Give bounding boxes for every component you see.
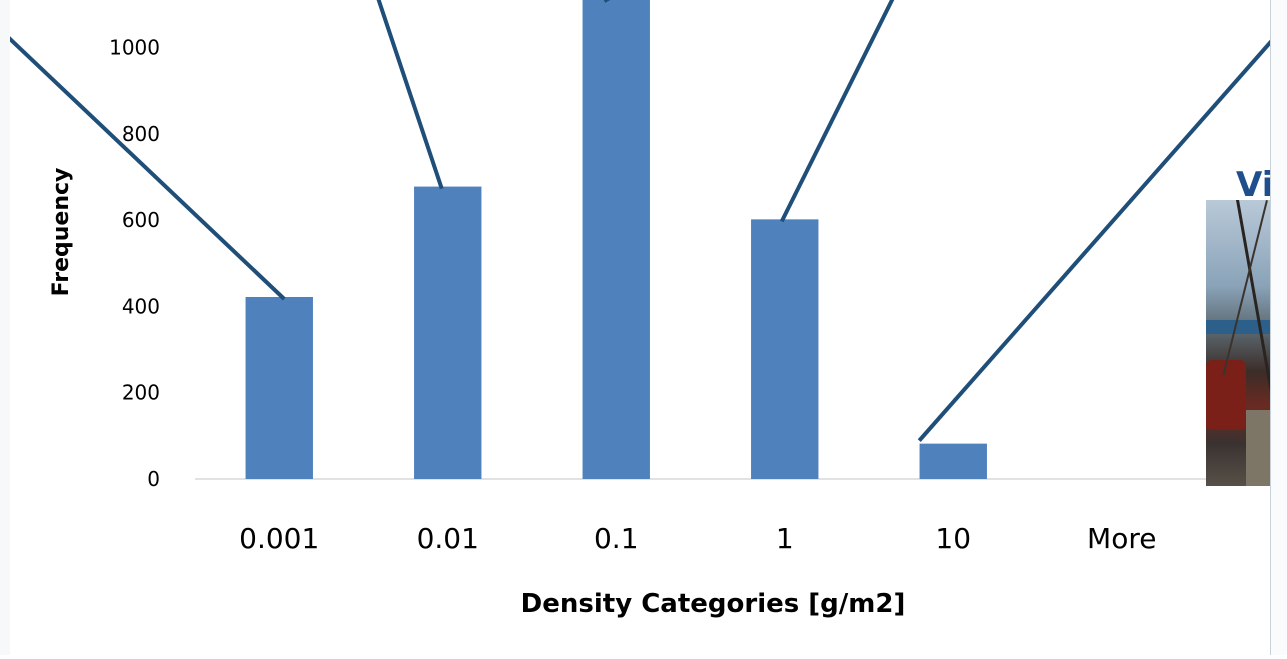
callout-line — [376, 0, 444, 190]
y-tick-labels: 0 200 400 600 800 1000 — [109, 36, 160, 491]
y-tick-label: 0 — [147, 467, 160, 491]
y-tick-label: 200 — [122, 381, 160, 405]
x-tick-labels: 0.001 0.01 0.1 1 10 More — [239, 522, 1156, 555]
bar-0.001 — [245, 296, 313, 479]
callout-lines — [0, 0, 1287, 442]
side-title-fragment: Vi — [1236, 165, 1274, 205]
x-tick-label: 0.1 — [594, 522, 639, 555]
x-tick-label: 10 — [935, 522, 971, 555]
x-tick-label: 0.001 — [239, 522, 319, 555]
callout-line — [0, 26, 286, 301]
y-tick-label: 400 — [122, 294, 160, 318]
x-tick-label: 0.01 — [417, 522, 479, 555]
photo-sea — [1206, 320, 1287, 334]
photo-rope — [1222, 200, 1268, 376]
y-tick-label: 1000 — [109, 36, 160, 60]
ship-photo — [1206, 200, 1287, 486]
right-frame — [1270, 0, 1287, 655]
x-tick-label: 1 — [776, 522, 794, 555]
left-frame — [0, 0, 10, 655]
callout-line — [917, 20, 1287, 442]
photo-hull — [1206, 360, 1246, 430]
x-axis-title: Density Categories [g/m2] — [521, 589, 906, 619]
bar-10 — [919, 443, 987, 479]
x-tick-label: More — [1087, 522, 1156, 555]
bars — [245, 0, 987, 480]
y-tick-label: 600 — [122, 208, 160, 232]
y-tick-label: 800 — [122, 122, 160, 146]
bar-0.01 — [414, 186, 482, 479]
bar-0.1 — [582, 0, 650, 480]
bar-1 — [751, 219, 819, 479]
y-axis-title: Frequency — [49, 168, 74, 297]
callout-line — [779, 0, 895, 223]
